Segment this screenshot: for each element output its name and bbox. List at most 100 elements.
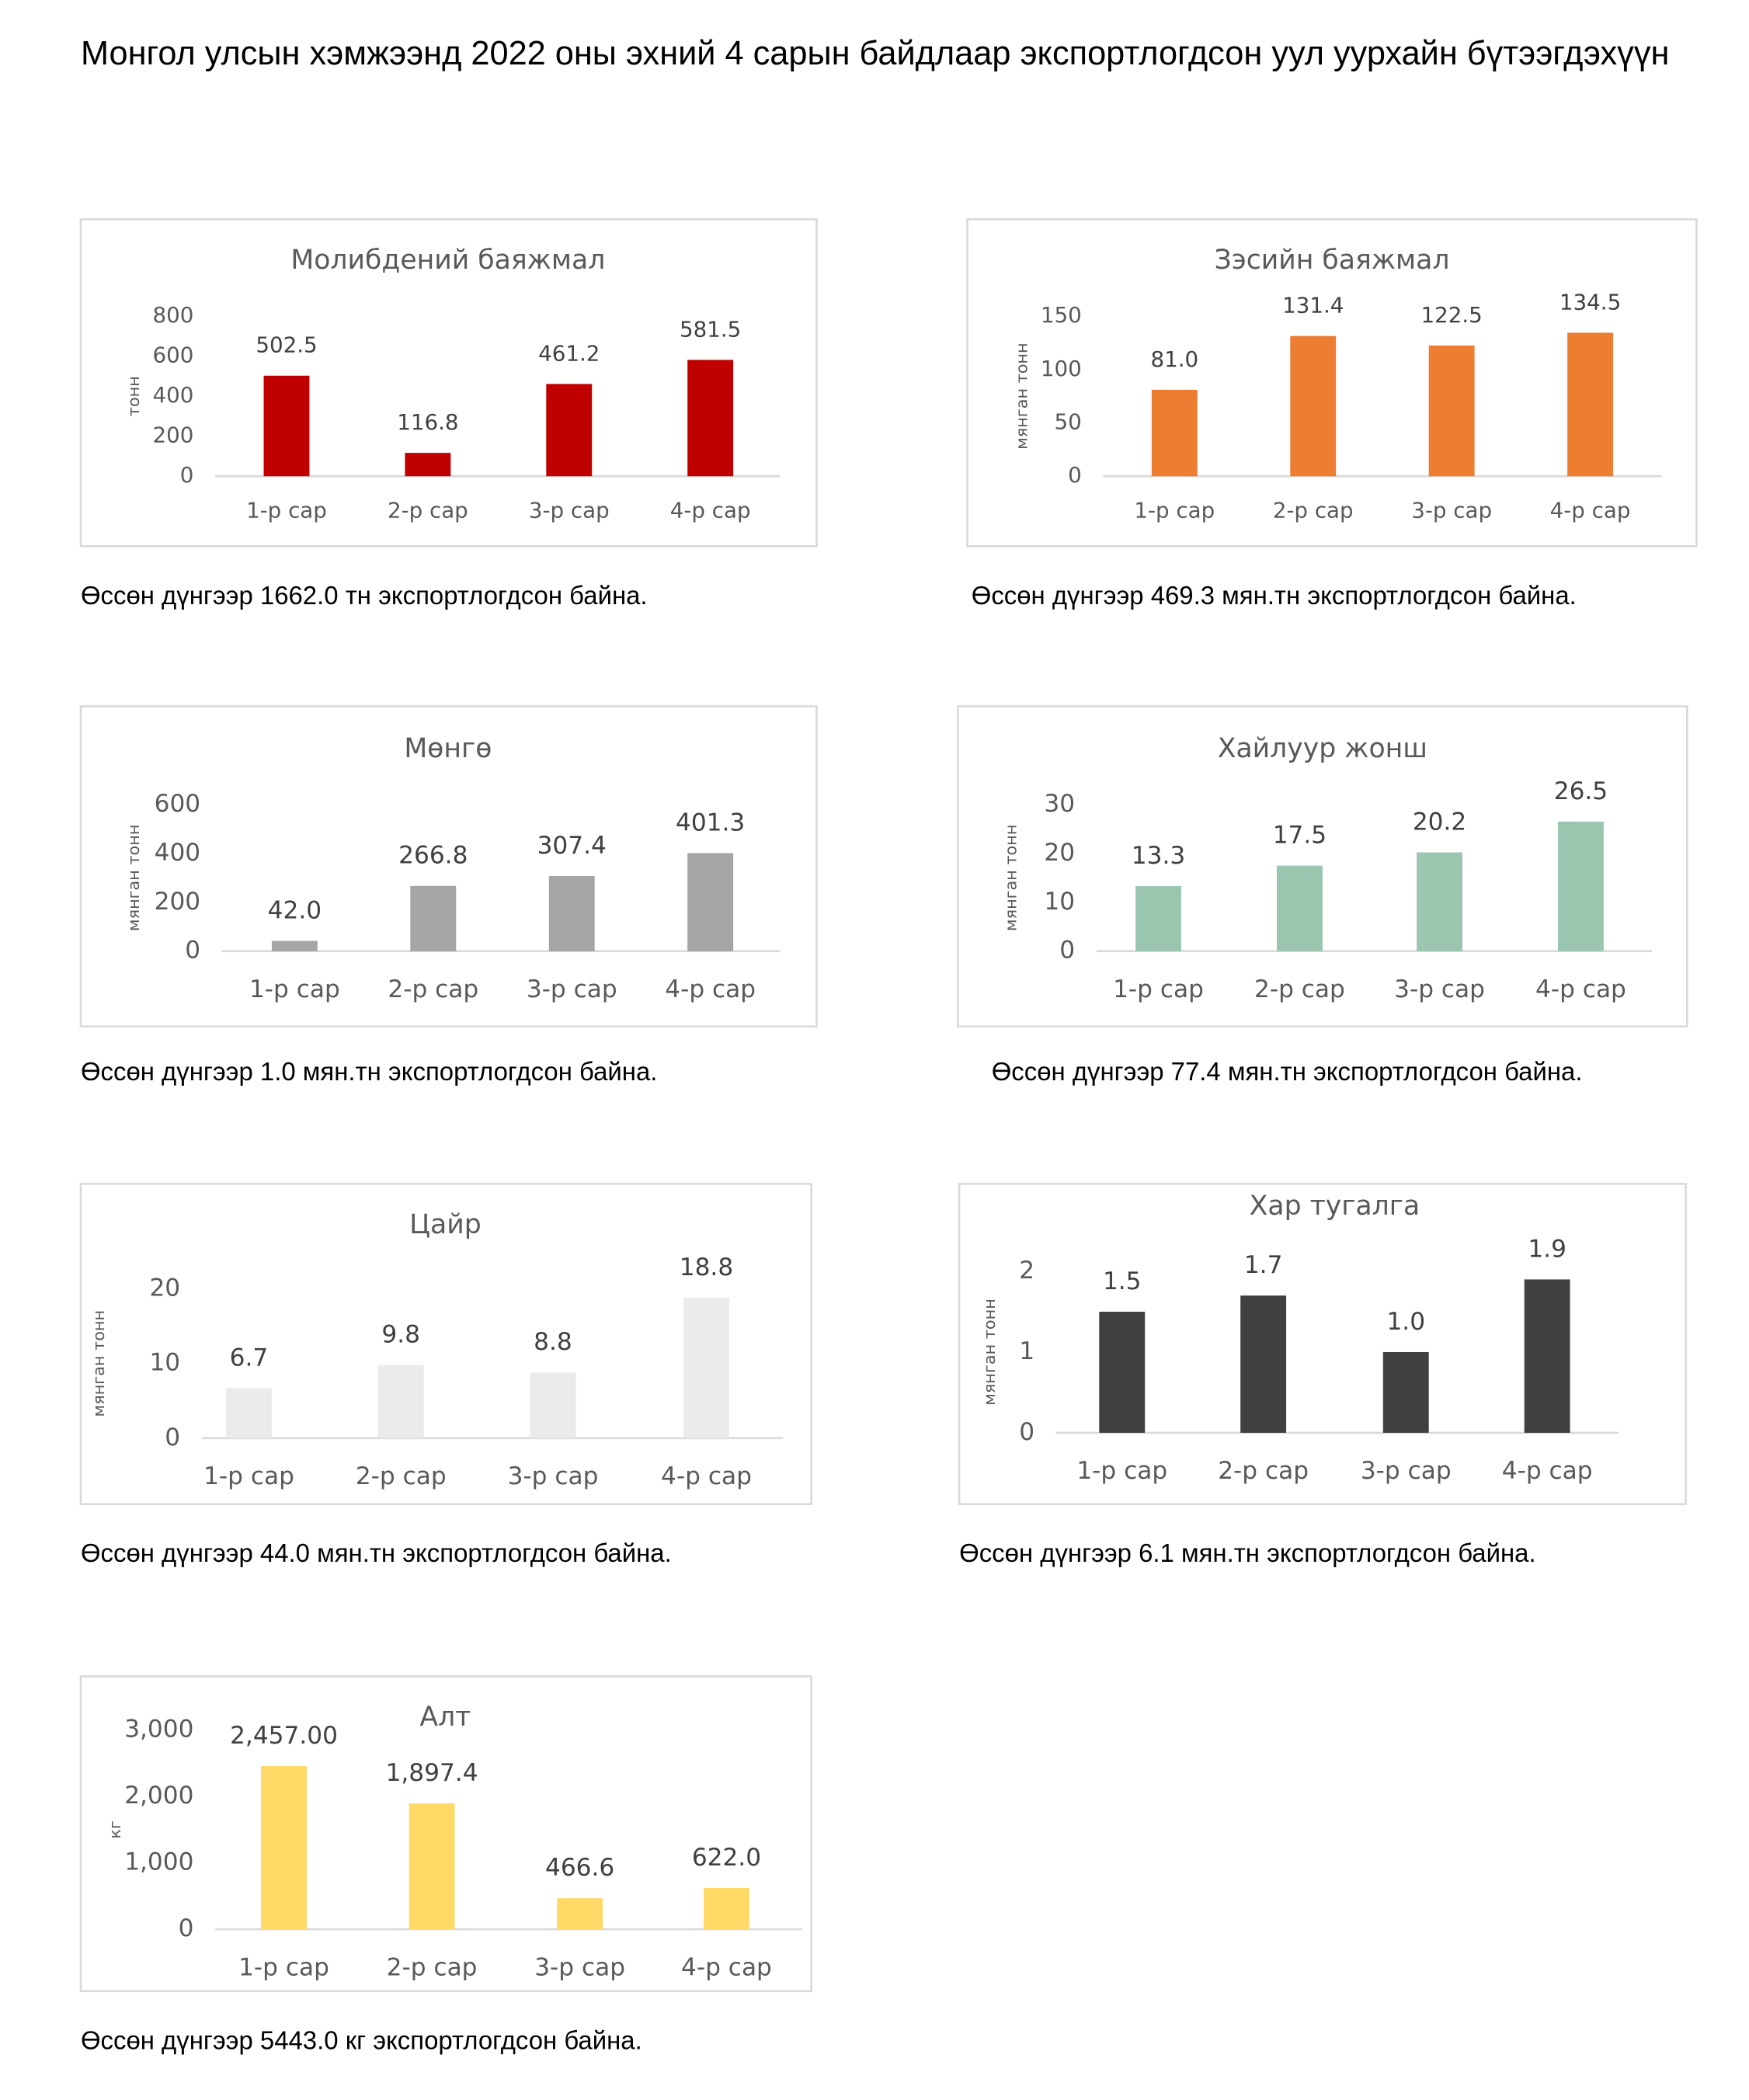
y-axis-label: мянган тонн bbox=[1002, 825, 1021, 932]
value-label: 42.0 bbox=[268, 896, 322, 924]
chart-caption: Өссөн дүнгээр 44.0 мян.тн экспортлогдсон… bbox=[81, 1538, 672, 1567]
x-tick-label: 3-р сар bbox=[527, 975, 617, 1003]
y-tick-label: 50 bbox=[1055, 409, 1082, 435]
y-tick-label: 200 bbox=[153, 422, 194, 448]
bar bbox=[530, 1372, 576, 1438]
bar bbox=[1524, 1279, 1570, 1433]
value-label: 1.5 bbox=[1103, 1267, 1142, 1295]
bar bbox=[557, 1898, 603, 1930]
x-tick-label: 4-р сар bbox=[1550, 497, 1631, 523]
x-tick-label: 2-р сар bbox=[1273, 497, 1354, 523]
y-tick-label: 1,000 bbox=[124, 1848, 193, 1876]
y-axis-label: мянган тонн bbox=[89, 1310, 108, 1417]
chart-caption: Өссөн дүнгээр 6.1 мян.тн экспортлогдсон … bbox=[959, 1538, 1535, 1567]
y-tick-label: 1 bbox=[1019, 1337, 1034, 1365]
bar bbox=[1276, 865, 1323, 951]
value-label: 1.9 bbox=[1528, 1235, 1566, 1263]
x-tick-label: 4-р сар bbox=[670, 497, 751, 523]
x-tick-label: 3-р сар bbox=[1411, 497, 1492, 523]
y-tick-label: 600 bbox=[155, 790, 200, 818]
x-tick-label: 1-р сар bbox=[238, 1953, 329, 1981]
y-tick-label: 200 bbox=[155, 888, 200, 916]
value-label: 622.0 bbox=[692, 1844, 761, 1872]
y-tick-label: 0 bbox=[1019, 1418, 1034, 1446]
x-tick-label: 4-р сар bbox=[661, 1462, 752, 1490]
y-tick-label: 2,000 bbox=[124, 1782, 193, 1810]
bar bbox=[683, 1298, 729, 1438]
value-label: 8.8 bbox=[534, 1328, 572, 1356]
bar bbox=[1151, 389, 1198, 477]
chart-caption: Өссөн дүнгээр 77.4 мян.тн экспортлогдсон… bbox=[992, 1057, 1583, 1086]
bar bbox=[405, 453, 451, 477]
bar bbox=[1135, 886, 1181, 951]
chart-title: Алт bbox=[419, 1702, 471, 1733]
x-tick-label: 2-р сар bbox=[1218, 1457, 1309, 1485]
value-label: 266.8 bbox=[398, 842, 468, 870]
value-label: 1.0 bbox=[1386, 1308, 1425, 1336]
y-tick-label: 600 bbox=[153, 342, 194, 368]
x-tick-label: 1-р сар bbox=[246, 497, 327, 523]
chart-title: Хар тугалга bbox=[1250, 1191, 1420, 1222]
y-tick-label: 400 bbox=[153, 382, 194, 408]
bar bbox=[687, 360, 734, 477]
value-label: 1,897.4 bbox=[386, 1759, 478, 1787]
y-tick-label: 3,000 bbox=[124, 1716, 193, 1744]
value-label: 134.5 bbox=[1559, 289, 1621, 315]
x-tick-label: 2-р сар bbox=[388, 975, 478, 1003]
x-tick-label: 4-р сар bbox=[1535, 975, 1626, 1003]
bar bbox=[703, 1887, 749, 1930]
x-tick-label: 1-р сар bbox=[1134, 497, 1215, 523]
bar bbox=[410, 885, 457, 951]
y-tick-label: 150 bbox=[1041, 302, 1082, 328]
bar bbox=[1290, 336, 1337, 477]
chart-title: Мөнгө bbox=[404, 733, 492, 764]
value-label: 502.5 bbox=[256, 332, 317, 358]
value-label: 581.5 bbox=[680, 316, 741, 342]
x-tick-label: 1-р сар bbox=[203, 1462, 294, 1490]
y-tick-label: 10 bbox=[1044, 888, 1075, 916]
bar bbox=[1417, 852, 1463, 951]
chart-frame bbox=[958, 1183, 1687, 1506]
x-tick-label: 3-р сар bbox=[1394, 975, 1485, 1003]
chart-caption: Өссөн дүнгээр 1662.0 тн экспортлогдсон б… bbox=[81, 581, 648, 610]
x-tick-label: 3-р сар bbox=[1361, 1457, 1452, 1485]
bar bbox=[226, 1388, 272, 1438]
value-label: 20.2 bbox=[1413, 808, 1466, 836]
chart-title: Молибдений баяжмал bbox=[290, 245, 605, 276]
bar bbox=[271, 940, 318, 951]
value-label: 13.3 bbox=[1132, 842, 1185, 870]
x-tick-label: 2-р сар bbox=[387, 1953, 478, 1981]
value-label: 26.5 bbox=[1554, 777, 1608, 805]
value-label: 2,457.00 bbox=[230, 1722, 338, 1750]
y-tick-label: 20 bbox=[149, 1274, 180, 1302]
x-tick-label: 4-р сар bbox=[665, 975, 756, 1003]
x-tick-label: 2-р сар bbox=[388, 497, 468, 523]
chart-caption: Өссөн дүнгээр 1.0 мян.тн экспортлогдсон … bbox=[81, 1057, 657, 1086]
y-tick-label: 30 bbox=[1044, 790, 1075, 818]
bar bbox=[1099, 1311, 1146, 1433]
y-axis-label: мянган тонн bbox=[1013, 342, 1031, 450]
y-tick-label: 0 bbox=[179, 1914, 194, 1942]
bar bbox=[1382, 1351, 1429, 1433]
bar bbox=[263, 375, 310, 477]
chart-title: Зэсийн баяжмал bbox=[1215, 245, 1450, 276]
y-tick-label: 20 bbox=[1044, 839, 1075, 867]
bar bbox=[1558, 821, 1604, 951]
bar bbox=[1428, 345, 1475, 477]
y-tick-label: 0 bbox=[185, 937, 200, 965]
x-tick-label: 4-р сар bbox=[1502, 1457, 1593, 1485]
bar bbox=[377, 1365, 424, 1438]
y-axis-label: тонн bbox=[124, 376, 143, 416]
value-label: 18.8 bbox=[680, 1253, 733, 1281]
bar bbox=[1240, 1295, 1287, 1433]
x-tick-label: 3-р сар bbox=[534, 1953, 625, 1981]
y-tick-label: 0 bbox=[165, 1424, 180, 1452]
value-label: 9.8 bbox=[381, 1320, 420, 1348]
value-label: 401.3 bbox=[676, 808, 745, 836]
x-tick-label: 3-р сар bbox=[508, 1462, 599, 1490]
x-tick-label: 3-р сар bbox=[529, 497, 610, 523]
x-tick-label: 1-р сар bbox=[249, 975, 340, 1003]
bar bbox=[546, 384, 593, 477]
